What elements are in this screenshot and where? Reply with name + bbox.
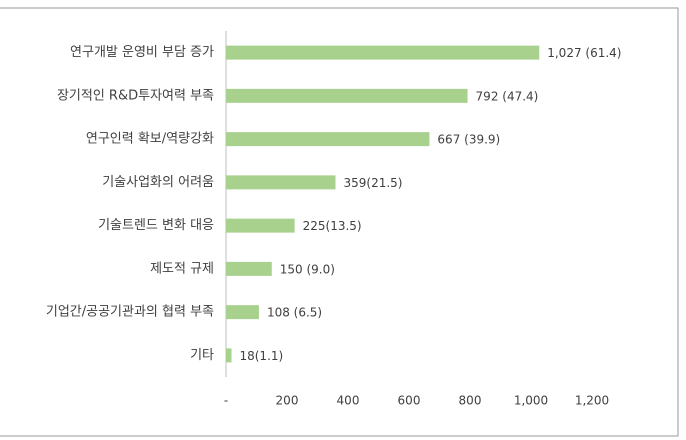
y-tick-label: 기술사업화의 어려움 [102,175,214,190]
y-tick-label: 연구개발 운영비 부담 증가 [70,45,214,60]
bar [226,175,336,190]
x-tick-label: 1,000 [514,394,548,408]
x-tick-label: 600 [398,394,421,408]
x-tick-label: - [224,394,228,408]
x-tick-label: 400 [337,394,360,408]
bar [226,88,468,103]
data-label: 1,027 (61.4) [547,46,621,60]
bar [226,305,259,320]
bar [226,348,232,363]
y-tick-label: 장기적인 R&D투자여력 부족 [57,88,214,103]
y-tick-label: 제도적 규제 [150,261,214,276]
y-tick-label: 기업간/공공기관과의 협력 부족 [46,305,214,320]
data-label: 792 (47.4) [476,89,539,103]
bar [226,45,540,60]
data-label: 150 (9.0) [280,262,335,276]
y-tick-label: 연구인력 확보/역량강화 [86,132,214,147]
frame [0,7,679,437]
x-tick-label: 200 [276,394,299,408]
data-label: 359(21.5) [343,176,402,190]
bar [226,132,430,147]
y-tick-label: 기타 [190,348,214,363]
data-label: 108 (6.5) [267,306,322,320]
data-label: 667 (39.9) [437,133,500,147]
data-label: 225(13.5) [303,219,362,233]
y-tick-label: 기술트렌드 변화 대응 [98,218,214,233]
x-tick-label: 1,200 [575,394,609,408]
data-label: 18(1.1) [239,349,283,363]
bar [226,218,295,233]
x-tick-label: 800 [459,394,482,408]
bar [226,261,272,276]
